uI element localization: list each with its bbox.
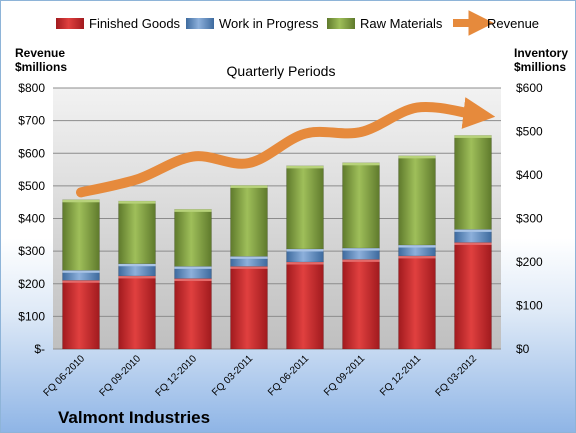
left-axis-ticks: $- $100 $200 $300 $400 $500 $600 $700 $800 bbox=[18, 81, 45, 356]
bar-finished-goods-top bbox=[118, 275, 156, 279]
x-tick-label: FQ 09-2010 bbox=[98, 353, 144, 399]
x-tick-label: FQ 12-2011 bbox=[378, 353, 423, 398]
legend: Finished Goods Work in Progress Raw Mate… bbox=[56, 10, 539, 36]
bar-raw-materials bbox=[454, 135, 492, 230]
bar-finished-goods bbox=[398, 255, 436, 350]
bar-work-in-progress-top bbox=[398, 245, 436, 248]
x-tick-label: FQ 06-2011 bbox=[266, 353, 311, 398]
bar-raw-materials-top bbox=[62, 199, 100, 203]
legend-label-work-in-progress: Work in Progress bbox=[219, 16, 319, 31]
right-tick-label: $200 bbox=[516, 255, 543, 269]
right-axis-ticks: $0 $100 $200 $300 $400 $500 $600 bbox=[516, 81, 543, 356]
bar-raw-materials bbox=[342, 162, 380, 249]
x-tick-label: FQ 12-2010 bbox=[154, 353, 200, 399]
revenue-line-group bbox=[76, 97, 496, 198]
left-axis-title-line1: Revenue bbox=[15, 46, 65, 60]
bar-work-in-progress-top bbox=[174, 266, 212, 269]
legend-swatch-raw-materials bbox=[327, 18, 355, 29]
revenue-line bbox=[76, 97, 496, 198]
bar-work-in-progress-top bbox=[118, 263, 156, 267]
left-tick-label: $200 bbox=[18, 277, 45, 291]
bar-work-in-progress-top bbox=[286, 248, 324, 252]
bar-finished-goods-top bbox=[454, 242, 492, 245]
right-tick-label: $300 bbox=[516, 212, 543, 226]
left-tick-label: $100 bbox=[18, 309, 45, 323]
right-tick-label: $600 bbox=[516, 81, 543, 95]
right-tick-label: $0 bbox=[516, 342, 530, 356]
left-tick-label: $500 bbox=[18, 179, 45, 193]
bar-work-in-progress-top bbox=[62, 270, 100, 273]
legend-swatch-finished-goods bbox=[56, 18, 84, 29]
bar-finished-goods-top bbox=[174, 278, 212, 282]
right-tick-label: $400 bbox=[516, 168, 543, 182]
bar-finished-goods-top bbox=[398, 255, 436, 259]
bar-work-in-progress-top bbox=[230, 256, 268, 259]
left-axis-title-line2: $millions bbox=[15, 60, 67, 74]
left-tick-label: $600 bbox=[18, 146, 45, 160]
bar-finished-goods bbox=[454, 242, 492, 350]
bar-raw-materials-top bbox=[118, 201, 156, 204]
bar-finished-goods bbox=[230, 266, 268, 350]
legend-label-revenue: Revenue bbox=[487, 16, 539, 31]
bar-raw-materials-top bbox=[230, 185, 268, 188]
legend-swatch-work-in-progress bbox=[186, 18, 214, 29]
bars bbox=[62, 135, 492, 350]
left-tick-label: $- bbox=[34, 342, 45, 356]
legend-label-finished-goods: Finished Goods bbox=[89, 16, 181, 31]
bar-raw-materials bbox=[62, 199, 100, 271]
bar-raw-materials bbox=[174, 209, 212, 267]
bar-finished-goods bbox=[62, 280, 100, 350]
x-tick-label: FQ 03-2012 bbox=[434, 353, 480, 399]
x-axis-ticks: FQ 06-2010 FQ 09-2010 FQ 12-2010 FQ 03-2011… bbox=[42, 353, 480, 399]
x-tick-label: FQ 09-2011 bbox=[322, 353, 367, 398]
x-tick-label: FQ 06-2010 bbox=[42, 353, 88, 399]
bar-raw-materials-top bbox=[174, 209, 212, 212]
right-axis-title-line1: Inventory bbox=[514, 46, 568, 60]
bar-finished-goods bbox=[118, 275, 156, 350]
chart-subtitle: Quarterly Periods bbox=[227, 63, 336, 79]
bar-finished-goods-top bbox=[286, 262, 324, 265]
company-name: Valmont Industries bbox=[58, 408, 210, 427]
left-tick-label: $300 bbox=[18, 244, 45, 258]
right-axis-title-line2: $millions bbox=[514, 60, 566, 74]
bar-finished-goods bbox=[342, 259, 380, 350]
left-tick-label: $400 bbox=[18, 212, 45, 226]
bar-raw-materials bbox=[286, 165, 324, 250]
bar-finished-goods-top bbox=[62, 280, 100, 283]
bar-finished-goods bbox=[286, 261, 324, 350]
right-tick-label: $100 bbox=[516, 299, 543, 313]
left-tick-label: $800 bbox=[18, 81, 45, 95]
bar-raw-materials bbox=[118, 200, 156, 264]
legend-label-raw-materials: Raw Materials bbox=[360, 16, 443, 31]
left-tick-label: $700 bbox=[18, 114, 45, 128]
bar-raw-materials-top bbox=[454, 135, 492, 138]
bar-work-in-progress-top bbox=[342, 248, 380, 251]
bar-raw-materials bbox=[230, 185, 268, 257]
bar-finished-goods-top bbox=[342, 259, 380, 262]
bar-finished-goods-top bbox=[230, 266, 268, 269]
bar-finished-goods bbox=[174, 278, 212, 350]
bar-raw-materials-top bbox=[398, 155, 436, 159]
x-tick-label: FQ 03-2011 bbox=[210, 353, 255, 398]
bar-raw-materials-top bbox=[342, 162, 380, 166]
right-tick-label: $500 bbox=[516, 125, 543, 139]
bar-raw-materials bbox=[398, 155, 436, 246]
bar-work-in-progress-top bbox=[454, 229, 492, 232]
bar-raw-materials-top bbox=[286, 165, 324, 169]
